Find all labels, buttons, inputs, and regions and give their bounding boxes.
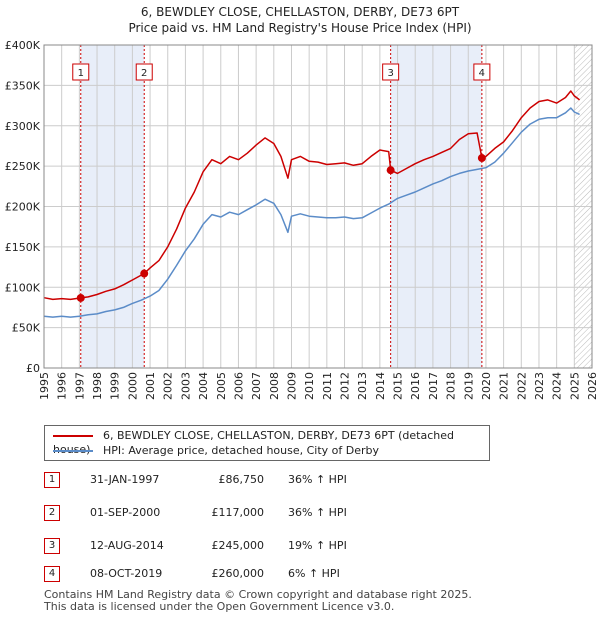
footer-line1: Contains HM Land Registry data © Crown c… (44, 588, 472, 601)
marker-3-label: 3 (387, 68, 393, 79)
marker-3-point (386, 166, 395, 175)
marker-1-point (76, 293, 85, 302)
marker-4-box (473, 63, 491, 81)
price-chart: 1 2 3 4 £0 £50K £100K £150K £200K £250K £300K £350… (5, 39, 599, 400)
x-tick-label: 2019 (462, 372, 475, 400)
x-tick-label: 2017 (427, 372, 440, 400)
transaction-price: £260,000 (211, 567, 265, 580)
transaction-price: £245,000 (211, 539, 265, 552)
x-tick-label: 1998 (91, 372, 104, 400)
transaction-price: £117,000 (211, 506, 265, 519)
x-tick-label: 2018 (445, 372, 458, 400)
y-tick-label: £250K (5, 160, 41, 173)
plot-frame (43, 44, 593, 369)
y-tick-label: £0 (26, 362, 40, 375)
footer-attribution: Contains HM Land Registry data © Crown c… (44, 589, 472, 613)
marker-1-label: 1 (78, 68, 84, 79)
x-tick-label: 1997 (73, 372, 86, 400)
transaction-hpi-change: 19% ↑ HPI (288, 539, 347, 552)
x-tick-label: 2011 (321, 372, 334, 400)
legend-item-hpi: HPI: Average price, detached house, City… (53, 444, 379, 458)
x-tick-label: 2005 (215, 372, 228, 400)
x-tick-label: 2020 (480, 372, 493, 400)
marker-1-box (72, 63, 90, 81)
x-tick-label: 2008 (268, 372, 281, 400)
y-tick-label: £200K (5, 201, 41, 214)
x-tick-label: 2009 (285, 372, 298, 400)
x-tick-label: 2026 (586, 372, 599, 400)
x-tick-label: 2002 (162, 372, 175, 400)
chart-title-line2: Price paid vs. HM Land Registry's House … (128, 21, 472, 35)
x-tick-label: 2021 (498, 372, 511, 400)
chart-title: 6, BEWDLEY CLOSE, CHELLASTON, DERBY, DE7… (0, 4, 600, 36)
legend-swatch-property (53, 435, 93, 437)
legend-label-hpi: HPI: Average price, detached house, City… (103, 444, 380, 457)
transaction-date: 01-SEP-2000 (90, 506, 161, 519)
x-tick-label: 1996 (56, 372, 69, 400)
x-tick-label: 2007 (250, 372, 263, 400)
transaction-number-badge: 2 (44, 505, 60, 521)
y-tick-label: £100K (5, 281, 41, 294)
marker-2-point (140, 269, 149, 278)
transaction-number-badge: 4 (44, 566, 60, 582)
x-tick-label: 2022 (515, 372, 528, 400)
x-tick-label: 2003 (179, 372, 192, 400)
transaction-hpi-change: 36% ↑ HPI (288, 506, 347, 519)
y-tick-label: £300K (5, 120, 41, 133)
x-tick-label: 2014 (374, 372, 387, 400)
transaction-hpi-change: 6% ↑ HPI (288, 567, 340, 580)
marker-2-label: 2 (141, 68, 147, 79)
chart-legend: 6, BEWDLEY CLOSE, CHELLASTON, DERBY, DE7… (44, 425, 490, 461)
x-tick-label: 2001 (144, 372, 157, 400)
x-tick-label: 2016 (409, 372, 422, 400)
x-tick-label: 2023 (533, 372, 546, 400)
y-tick-label: £400K (5, 39, 41, 52)
marker-2-box (135, 63, 153, 81)
x-tick-label: 2004 (197, 372, 210, 400)
y-tick-label: £150K (5, 241, 41, 254)
x-tick-label: 2006 (232, 372, 245, 400)
x-tick-label: 2012 (339, 372, 352, 400)
marker-3-box (382, 63, 400, 81)
transaction-number-badge: 1 (44, 472, 60, 488)
legend-label-property: 6, BEWDLEY CLOSE, CHELLASTON, DERBY, DE7… (53, 429, 454, 456)
x-tick-label: 2015 (392, 372, 405, 400)
transaction-price: £86,750 (218, 473, 265, 486)
x-tick-label: 2010 (303, 372, 316, 400)
transaction-date: 08-OCT-2019 (90, 567, 163, 580)
x-tick-label: 1999 (109, 372, 122, 400)
chart-title-line1: 6, BEWDLEY CLOSE, CHELLASTON, DERBY, DE7… (140, 5, 460, 19)
x-tick-label: 1995 (38, 372, 51, 400)
transaction-number-badge: 3 (44, 538, 60, 554)
transaction-hpi-change: 36% ↑ HPI (288, 473, 347, 486)
x-tick-label: 2000 (126, 372, 139, 400)
legend-item-property: 6, BEWDLEY CLOSE, CHELLASTON, DERBY, DE7… (53, 429, 489, 456)
x-tick-label: 2024 (551, 372, 564, 400)
x-tick-label: 2013 (356, 372, 369, 400)
marker-4-label: 4 (479, 68, 485, 79)
x-tick-label: 2025 (568, 372, 581, 400)
series-line-hpi (43, 107, 580, 318)
legend-swatch-hpi (53, 450, 93, 452)
y-tick-label: £350K (5, 79, 41, 92)
transaction-date: 12-AUG-2014 (90, 539, 164, 552)
marker-4-point (477, 154, 486, 163)
y-tick-label: £50K (12, 322, 41, 335)
transaction-date: 31-JAN-1997 (90, 473, 160, 486)
footer-line2: This data is licensed under the Open Gov… (44, 600, 395, 613)
